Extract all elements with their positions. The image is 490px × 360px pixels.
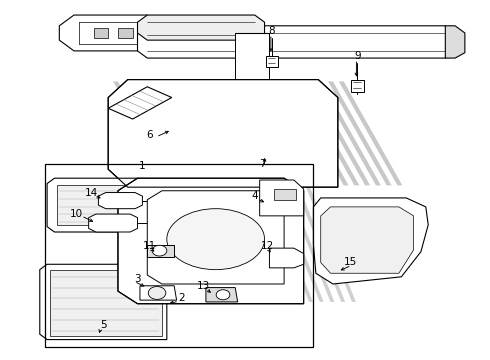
Polygon shape — [118, 28, 133, 39]
Text: 6: 6 — [147, 130, 153, 140]
Polygon shape — [59, 15, 167, 51]
Polygon shape — [293, 180, 345, 302]
Polygon shape — [40, 264, 167, 339]
Polygon shape — [167, 81, 230, 185]
Polygon shape — [253, 81, 317, 185]
Polygon shape — [339, 81, 402, 185]
Polygon shape — [318, 81, 381, 185]
Polygon shape — [235, 33, 270, 80]
Polygon shape — [260, 180, 313, 302]
Polygon shape — [188, 81, 252, 185]
Polygon shape — [147, 191, 284, 284]
Polygon shape — [206, 180, 259, 302]
Polygon shape — [210, 81, 273, 185]
Polygon shape — [142, 180, 195, 302]
Polygon shape — [98, 193, 143, 209]
Polygon shape — [47, 178, 147, 232]
Polygon shape — [249, 180, 302, 302]
Polygon shape — [239, 180, 292, 302]
Polygon shape — [118, 178, 304, 304]
Polygon shape — [274, 81, 338, 185]
Text: 4: 4 — [251, 191, 258, 201]
Text: 5: 5 — [100, 320, 107, 330]
Polygon shape — [266, 56, 278, 67]
Text: 15: 15 — [343, 257, 357, 267]
Polygon shape — [163, 180, 216, 302]
Polygon shape — [108, 80, 338, 187]
Polygon shape — [206, 288, 238, 302]
Polygon shape — [131, 180, 184, 302]
Polygon shape — [307, 81, 370, 185]
Polygon shape — [445, 26, 465, 58]
Polygon shape — [185, 180, 238, 302]
Polygon shape — [303, 180, 356, 302]
Text: 3: 3 — [134, 274, 141, 284]
Polygon shape — [196, 180, 248, 302]
Text: 12: 12 — [260, 241, 273, 251]
Text: 8: 8 — [269, 26, 275, 36]
Polygon shape — [140, 286, 176, 300]
Polygon shape — [199, 81, 263, 185]
Text: 9: 9 — [354, 51, 361, 61]
Polygon shape — [270, 248, 304, 268]
Text: 10: 10 — [70, 209, 83, 219]
Polygon shape — [242, 81, 306, 185]
Polygon shape — [274, 189, 296, 200]
Circle shape — [216, 290, 230, 300]
Polygon shape — [220, 81, 284, 185]
Polygon shape — [260, 180, 304, 216]
Polygon shape — [108, 87, 172, 119]
Polygon shape — [124, 81, 187, 185]
Text: 1: 1 — [139, 161, 146, 171]
Polygon shape — [146, 81, 209, 185]
Polygon shape — [89, 214, 138, 232]
Polygon shape — [282, 180, 334, 302]
Ellipse shape — [167, 209, 265, 270]
Polygon shape — [314, 198, 428, 284]
Polygon shape — [228, 180, 281, 302]
Polygon shape — [138, 15, 265, 40]
Circle shape — [152, 245, 167, 256]
Polygon shape — [271, 180, 324, 302]
Polygon shape — [113, 81, 176, 185]
Polygon shape — [217, 180, 270, 302]
Polygon shape — [57, 185, 135, 225]
Polygon shape — [156, 81, 220, 185]
Text: 13: 13 — [197, 281, 210, 291]
Polygon shape — [94, 28, 108, 39]
Polygon shape — [285, 81, 348, 185]
Polygon shape — [321, 207, 414, 273]
Text: 11: 11 — [143, 241, 156, 251]
Polygon shape — [153, 180, 205, 302]
Text: 14: 14 — [84, 188, 98, 198]
Polygon shape — [135, 81, 198, 185]
Polygon shape — [138, 26, 455, 58]
Text: 7: 7 — [259, 159, 266, 169]
Polygon shape — [174, 180, 227, 302]
Polygon shape — [296, 81, 359, 185]
Polygon shape — [177, 81, 241, 185]
Polygon shape — [264, 81, 327, 185]
Text: 2: 2 — [178, 293, 185, 303]
Polygon shape — [121, 180, 173, 302]
Polygon shape — [231, 81, 295, 185]
Polygon shape — [328, 81, 392, 185]
Circle shape — [148, 287, 166, 300]
Polygon shape — [49, 270, 162, 336]
Polygon shape — [351, 80, 364, 92]
Polygon shape — [147, 244, 174, 257]
